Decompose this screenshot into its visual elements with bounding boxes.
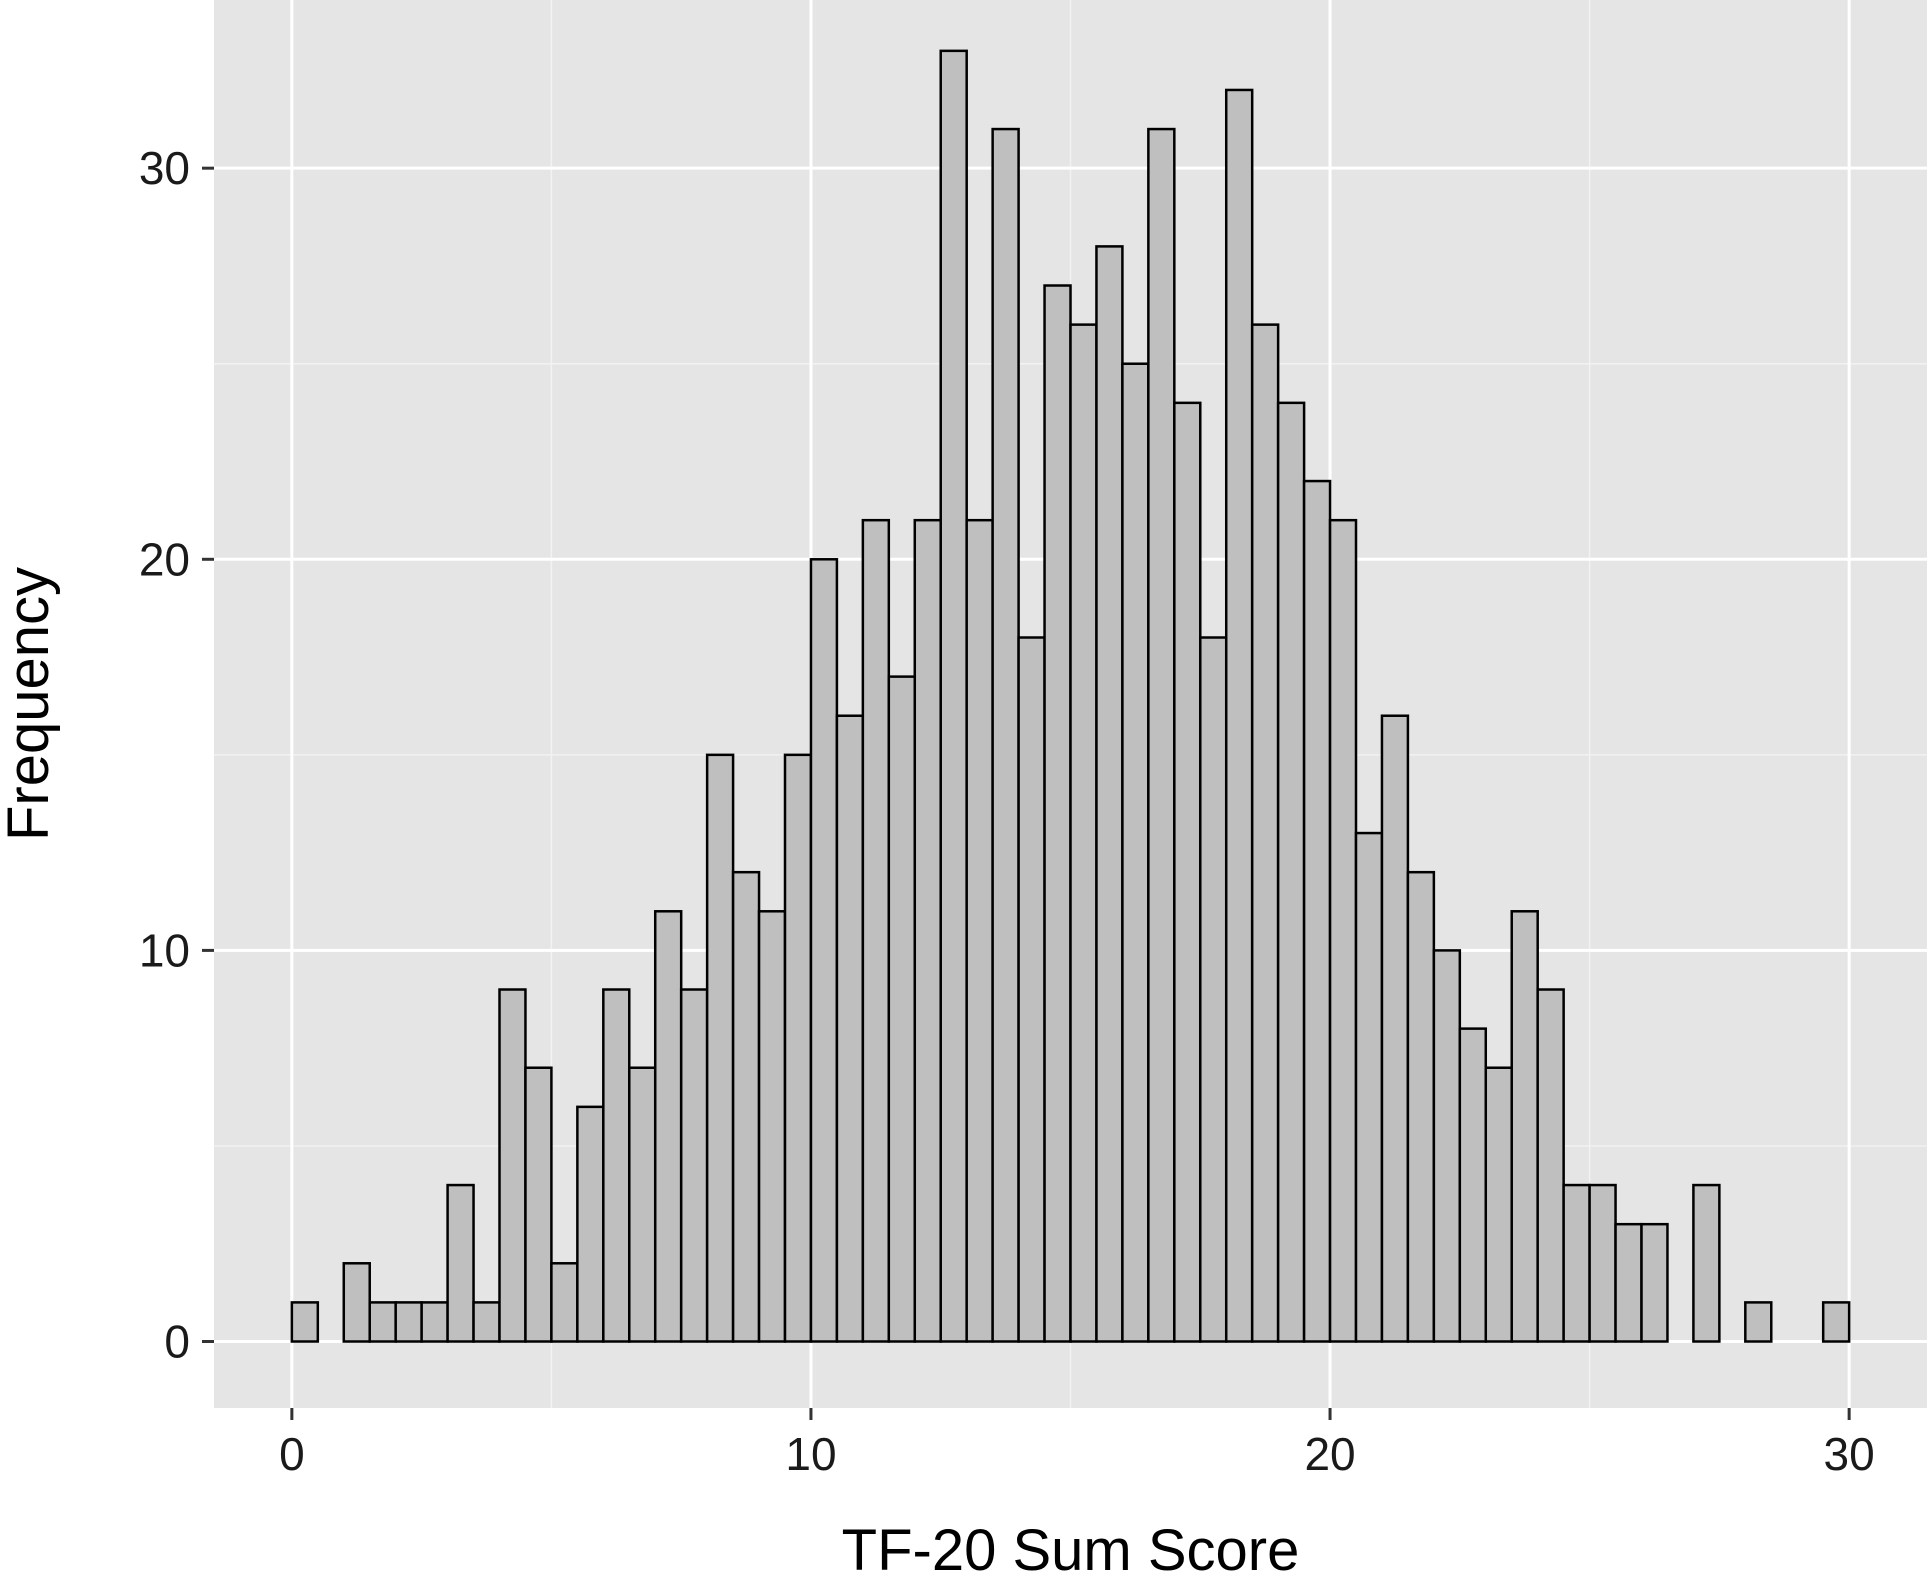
histogram-bar (887, 675, 917, 1343)
histogram-bar (1614, 1222, 1643, 1343)
histogram-bar (1380, 714, 1410, 1343)
histogram-bar (1199, 636, 1228, 1343)
x-tick-label: 0 (279, 1428, 305, 1480)
histogram-bar (1224, 88, 1254, 1343)
histogram-bar (1821, 1301, 1851, 1343)
histogram-bar (472, 1301, 501, 1343)
histogram-bar (939, 49, 968, 1343)
x-tick-label: 30 (1824, 1428, 1875, 1480)
histogram-bar (524, 1066, 553, 1343)
histogram-bar (1588, 1183, 1617, 1343)
histogram-bars (290, 49, 1851, 1343)
histogram-bar (1276, 401, 1306, 1343)
histogram-bar (731, 870, 761, 1343)
histogram-bar (498, 988, 527, 1343)
histogram-bar (1354, 831, 1384, 1343)
histogram-bar (550, 1262, 579, 1343)
histogram-bar (1043, 284, 1072, 1343)
histogram-bar (1744, 1301, 1773, 1343)
histogram-bar (1302, 479, 1332, 1343)
histogram-bar (861, 518, 891, 1343)
histogram-bar (1017, 636, 1046, 1343)
histogram-bar (1173, 401, 1202, 1343)
histogram-bar (1640, 1222, 1669, 1343)
y-axis-title: Frequency (0, 567, 61, 841)
histogram-bar (783, 753, 813, 1343)
histogram-bar (1250, 323, 1280, 1343)
y-tick-labels: 0 10 20 30 (139, 142, 190, 1367)
histogram-bar (809, 558, 839, 1343)
histogram-bar (705, 753, 735, 1343)
histogram-bar (446, 1183, 475, 1343)
histogram-bar (290, 1301, 320, 1343)
histogram-bar (628, 1066, 657, 1343)
histogram-bar (1432, 949, 1462, 1343)
histogram-bar (1692, 1183, 1721, 1343)
histogram-bar (913, 518, 942, 1343)
histogram-bar (1562, 1183, 1591, 1343)
histogram-bar (342, 1262, 371, 1343)
y-tick-label: 0 (164, 1316, 190, 1368)
histogram-bar (1069, 323, 1098, 1343)
histogram-bar (991, 127, 1020, 1343)
histogram-bar (1147, 127, 1176, 1343)
histogram-bar (1536, 988, 1565, 1343)
histogram-bar (835, 714, 865, 1343)
histogram-bar (368, 1301, 397, 1343)
histogram-bar (1328, 518, 1358, 1343)
x-tick-labels: 0 10 20 30 (279, 1428, 1875, 1480)
histogram-bar (679, 988, 709, 1343)
histogram-bar (420, 1301, 449, 1343)
histogram-bar (394, 1301, 423, 1343)
y-tick-label: 10 (139, 924, 190, 976)
y-tick-label: 20 (139, 533, 190, 585)
histogram-bar (576, 1105, 605, 1343)
histogram-bar (602, 988, 631, 1343)
histogram-bar (1095, 245, 1124, 1343)
histogram-bar (1484, 1066, 1513, 1343)
axis-ticks (202, 166, 1851, 1420)
x-tick-label: 10 (785, 1428, 836, 1480)
histogram-bar (1510, 910, 1539, 1343)
histogram-bar (1406, 870, 1436, 1343)
x-tick-label: 20 (1304, 1428, 1355, 1480)
histogram-bar (1121, 362, 1150, 1343)
histogram-bar (653, 910, 683, 1343)
histogram-bar (965, 518, 994, 1343)
histogram-bar (1458, 1027, 1488, 1343)
histogram-bar (757, 910, 787, 1343)
x-axis-title: TF-20 Sum Score (842, 1518, 1300, 1576)
y-tick-label: 30 (139, 142, 190, 194)
